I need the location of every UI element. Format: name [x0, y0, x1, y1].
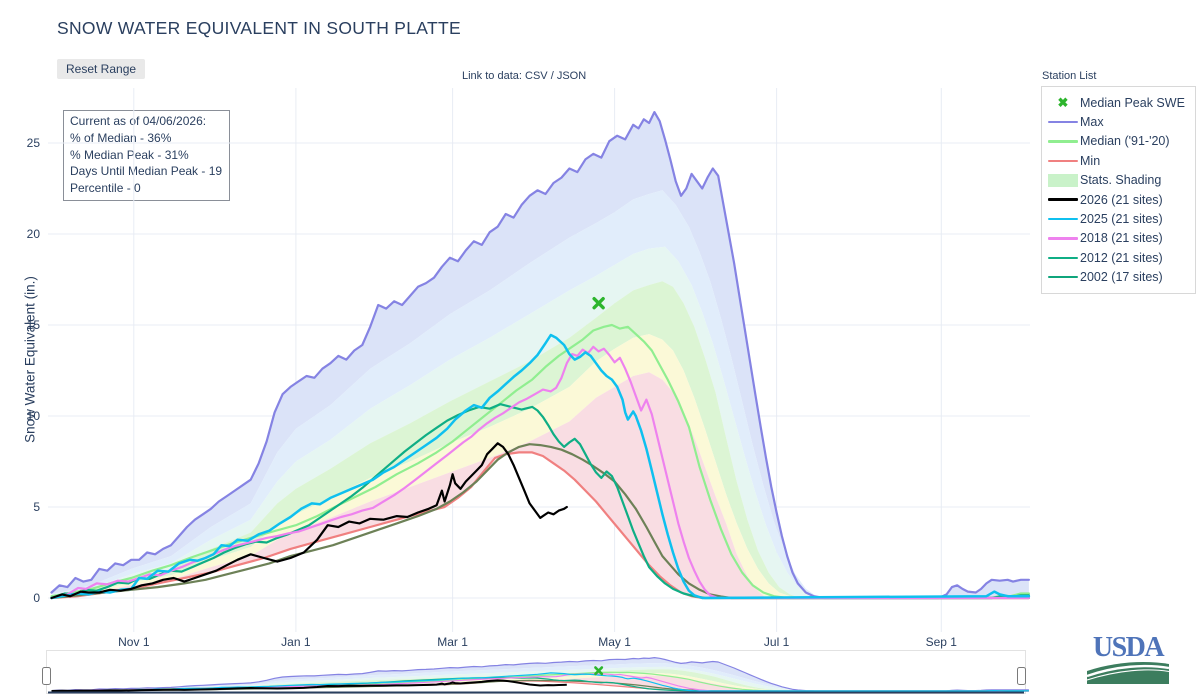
y-tick-label: 0: [33, 591, 40, 605]
mini-band: [51, 666, 1029, 691]
stat-band-15-min: [51, 372, 1029, 598]
legend-item-median-peak-swe[interactable]: ✖ Median Peak SWE: [1046, 93, 1189, 112]
stat-band-75-63pct: [51, 246, 1029, 598]
legend-swatch-icon: [1046, 275, 1080, 279]
legend-label: 2026 (21 sites): [1080, 192, 1163, 207]
legend-swatch-icon: [1046, 120, 1080, 124]
legend-label: Median ('91-'20): [1080, 134, 1170, 149]
x-tick-label: Jul 1: [763, 635, 790, 649]
legend-label: 2018 (21 sites): [1080, 231, 1163, 246]
median-peak-marker-icon[interactable]: [592, 296, 605, 310]
csv-link[interactable]: CSV: [525, 70, 548, 82]
x-tick-label: Sep 1: [925, 635, 957, 649]
slider-handle-left[interactable]: [42, 667, 51, 685]
legend-item-max[interactable]: Max: [1046, 112, 1189, 131]
stat-band-90-75pct: [51, 190, 1029, 599]
x-tick-label: Nov 1: [118, 635, 150, 649]
y-tick-label: 25: [26, 136, 40, 150]
link-to-data-label: Link to data:: [462, 70, 522, 82]
legend-item-median-91-20[interactable]: Median ('91-'20): [1046, 132, 1189, 151]
series-line-Max[interactable]: [50, 110, 1031, 600]
series-line-2025-21-sites-[interactable]: [50, 333, 1031, 600]
mini-series-line: [51, 679, 567, 692]
current-conditions-annotation: Current as of 04/06/2026: % of Median - 3…: [63, 110, 231, 201]
y-tick-label: 20: [26, 227, 40, 241]
series-line-2012-21-sites-[interactable]: [50, 403, 1031, 600]
legend-swatch-icon: [1046, 173, 1080, 187]
mini-median-peak-marker-icon: [594, 666, 604, 676]
legend-item-2025-21-sites[interactable]: 2025 (21 sites): [1046, 209, 1189, 228]
annotation-line: % Median Peak - 31%: [70, 147, 189, 162]
legend-label: Median Peak SWE: [1080, 95, 1185, 110]
annotation-line: Current as of 04/06/2026:: [70, 114, 207, 128]
legend-swatch-icon: [1046, 237, 1080, 240]
y-tick-label: 15: [26, 318, 40, 332]
annotation-line: Days Until Median Peak - 19: [70, 164, 223, 179]
legend-swatch-icon: [1046, 140, 1080, 143]
data-links: Link to data: CSV / JSON: [462, 70, 586, 82]
series-line-Min[interactable]: [50, 451, 1031, 600]
usda-logo: USDA: [1083, 634, 1173, 690]
mini-band: [51, 657, 1029, 691]
mini-series-line: [51, 656, 1029, 692]
page-title: SNOW WATER EQUIVALENT IN SOUTH PLATTE: [57, 18, 461, 38]
x-tick-label: Mar 1: [437, 635, 468, 649]
stat-band-max-90pct: [51, 112, 1029, 598]
slider-handle-right[interactable]: [1017, 667, 1026, 685]
legend-item-2026-21-sites[interactable]: 2026 (21 sites): [1046, 190, 1189, 209]
legend-item-2002-17-sites[interactable]: 2002 (17 sites): [1046, 268, 1189, 287]
json-link[interactable]: JSON: [556, 70, 587, 82]
mini-series-line: [51, 672, 1029, 692]
median-peak-x-icon: ✖: [1057, 95, 1069, 111]
legend-swatch-icon: [1046, 159, 1080, 163]
mini-band: [51, 663, 1029, 691]
legend-label: 2025 (21 sites): [1080, 212, 1163, 227]
legend-item-2018-21-sites[interactable]: 2018 (21 sites): [1046, 229, 1189, 248]
legend-label: Stats. Shading: [1080, 173, 1162, 188]
legend-label: 2012 (21 sites): [1080, 250, 1163, 265]
legend-label: 2002 (17 sites): [1080, 270, 1163, 285]
legend-swatch-icon: [1046, 256, 1080, 260]
legend-item-min[interactable]: Min: [1046, 151, 1189, 170]
series-line-2026-21-sites-[interactable]: [50, 442, 568, 600]
usda-logo-text: USDA: [1092, 632, 1165, 663]
annotation-line: Percentile - 0: [70, 181, 141, 196]
legend-label: Min: [1080, 153, 1101, 168]
legend-item-2012-21-sites[interactable]: 2012 (21 sites): [1046, 248, 1189, 267]
annotation-line: % of Median - 36%: [70, 130, 172, 145]
legend-box: ✖ Median Peak SWE Max Median ('91-'20) Min St…: [1041, 86, 1196, 294]
usda-logo-field-icon: [1086, 662, 1170, 684]
station-list-label[interactable]: Station List: [1042, 70, 1097, 82]
legend-swatch-icon: [1046, 198, 1080, 201]
legend-label: Max: [1080, 115, 1104, 130]
x-tick-label: Jan 1: [281, 635, 311, 649]
y-tick-label: 5: [33, 500, 40, 514]
link-separator: /: [550, 70, 557, 82]
x-tick-label: May 1: [598, 635, 631, 649]
reset-range-button[interactable]: Reset Range: [57, 59, 146, 79]
y-tick-label: 10: [26, 409, 40, 423]
legend-swatch-icon: [1046, 217, 1080, 221]
legend-item-stats-shading[interactable]: Stats. Shading: [1046, 171, 1189, 190]
